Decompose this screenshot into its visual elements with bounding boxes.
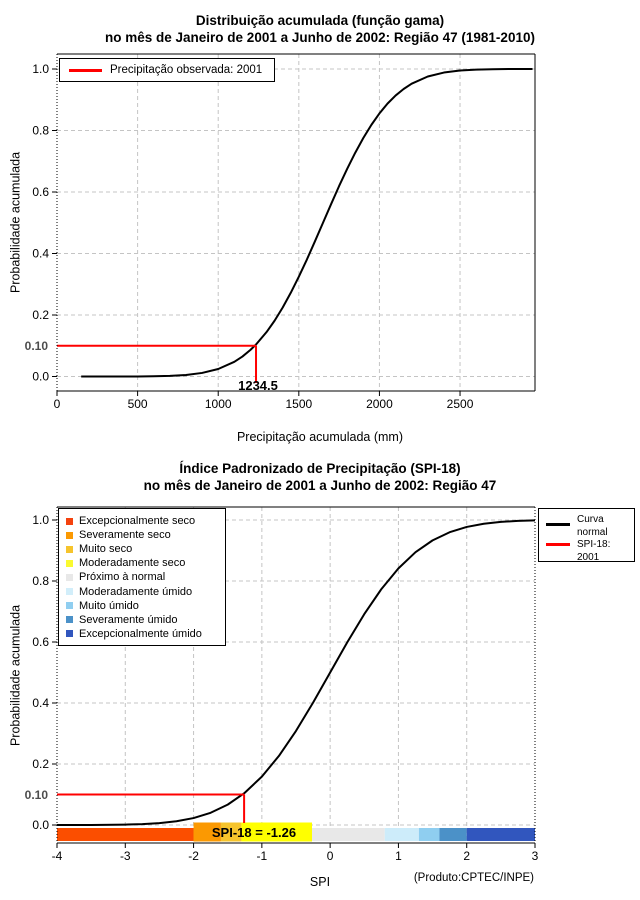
x-tick-label: 0 <box>54 397 61 411</box>
chart2-curve-legend: Curva normal SPI-18: 2001 <box>538 508 635 564</box>
x-tick-label: 2500 <box>447 397 474 411</box>
category-color-swatch <box>66 630 73 638</box>
y-tick-label: 0.2 <box>32 308 49 322</box>
chart2-extra-tick-010: 0.10 <box>24 788 48 802</box>
y-tick-label: 0.6 <box>32 185 49 199</box>
y-tick-label: 0.4 <box>32 696 49 710</box>
chart1-subtitle: no mês de Janeiro de 2001 a Junho de 200… <box>105 30 535 45</box>
category-label: Moderadamente seco <box>79 557 186 570</box>
y-tick-label: 0.0 <box>32 370 49 384</box>
x-tick-label: -2 <box>188 849 199 863</box>
y-tick-label: 0.4 <box>32 247 49 261</box>
category-label: Excepcionalmente seco <box>79 515 196 528</box>
legend-line-sample <box>69 68 102 72</box>
spi-colorbar-segment <box>466 828 535 841</box>
category-color-swatch <box>66 573 73 581</box>
category-legend-item: Moderadamente seco <box>65 556 225 570</box>
chart1-marker-value: 1234.5 <box>238 378 278 393</box>
category-label: Excepcionalmente úmido <box>79 627 202 640</box>
y-tick-label: 0.8 <box>32 124 49 138</box>
category-legend-item: Muito úmido <box>65 599 225 613</box>
category-color-swatch <box>66 602 73 610</box>
spi-colorbar-segment <box>418 828 440 841</box>
y-tick-label: 0.2 <box>32 757 49 771</box>
category-legend-item: Severamente úmido <box>65 613 225 627</box>
category-label: Muito seco <box>79 543 133 556</box>
x-tick-label: 500 <box>128 397 148 411</box>
category-legend-item: Severamente seco <box>65 528 225 542</box>
chart2-yaxis-label: Probabilidade acumulada <box>8 604 23 747</box>
spi-colorbar-segment <box>57 828 194 841</box>
chart1-legend: Precipitação observada: 2001 <box>59 58 275 82</box>
category-label: Próximo à normal <box>79 571 166 584</box>
x-tick-label: 1500 <box>285 397 312 411</box>
category-label: Severamente seco <box>79 529 171 542</box>
product-credit: (Produto:CPTEC/INPE) <box>413 872 534 884</box>
x-tick-label: 0 <box>327 849 334 863</box>
chart1-xaxis-label: Precipitação acumulada (mm) <box>236 430 404 444</box>
x-tick-label: -3 <box>120 849 131 863</box>
curve-legend-item: Curva normal <box>546 514 634 539</box>
category-label: Muito úmido <box>79 599 139 612</box>
category-color-swatch <box>66 517 73 525</box>
category-legend-item: Excepcionalmente seco <box>65 514 225 528</box>
x-tick-label: -1 <box>257 849 268 863</box>
spi-colorbar-segment <box>439 828 467 841</box>
category-color-swatch <box>66 531 73 539</box>
y-tick-label: 0.0 <box>32 818 49 832</box>
x-tick-label: 2 <box>463 849 470 863</box>
category-label: Severamente úmido <box>79 613 178 626</box>
x-tick-label: 1000 <box>205 397 232 411</box>
category-color-swatch <box>66 545 73 553</box>
y-tick-label: 1.0 <box>32 513 49 527</box>
legend-line-sample <box>546 543 570 546</box>
category-color-swatch <box>66 588 73 596</box>
category-legend-item: Excepcionalmente úmido <box>65 627 225 641</box>
chart1-extra-tick-010: 0.10 <box>24 339 48 353</box>
y-tick-label: 0.6 <box>32 635 49 649</box>
spi-colorbar-segment <box>384 828 419 841</box>
category-legend-item: Moderadamente úmido <box>65 584 225 598</box>
y-tick-label: 0.8 <box>32 574 49 588</box>
chart2-marker-value: SPI-18 = -1.26 <box>211 825 297 840</box>
y-tick-label: 1.0 <box>32 62 49 76</box>
curve-legend-label: SPI-18: 2001 <box>577 539 611 563</box>
category-legend-item: Muito seco <box>65 542 225 556</box>
x-tick-label: 3 <box>532 849 539 863</box>
marker-label-bg <box>220 822 242 842</box>
chart2-category-legend: Excepcionalmente seco Severamente seco Mui… <box>58 508 226 646</box>
chart2-subtitle: no mês de Janeiro de 2001 a Junho de 200… <box>143 478 497 493</box>
chart1-yaxis-label: Probabilidade acumulada <box>8 151 23 294</box>
curve-legend-label: Curva normal <box>577 514 608 538</box>
x-tick-label: 2000 <box>366 397 393 411</box>
category-color-swatch <box>66 559 73 567</box>
marker-label-bg <box>193 822 221 842</box>
curve-legend-item: SPI-18: 2001 <box>546 539 634 564</box>
marker-label-bg <box>241 822 312 842</box>
category-label: Moderadamente úmido <box>79 585 193 598</box>
category-color-swatch <box>66 616 73 624</box>
legend-label: Precipitação observada: 2001 <box>110 64 263 76</box>
chart2-xaxis-label: SPI <box>309 875 331 889</box>
legend-line-sample <box>546 523 570 526</box>
normal-cdf-curve <box>56 519 536 826</box>
category-legend-item: Próximo à normal <box>65 570 225 584</box>
chart2-title: Índice Padronizado de Precipitação (SPI-… <box>179 461 461 476</box>
x-tick-label: -4 <box>52 849 63 863</box>
gamma-cdf-curve <box>81 68 533 378</box>
x-tick-label: 1 <box>395 849 402 863</box>
chart1-title: Distribuição acumulada (função gama) <box>195 13 445 28</box>
